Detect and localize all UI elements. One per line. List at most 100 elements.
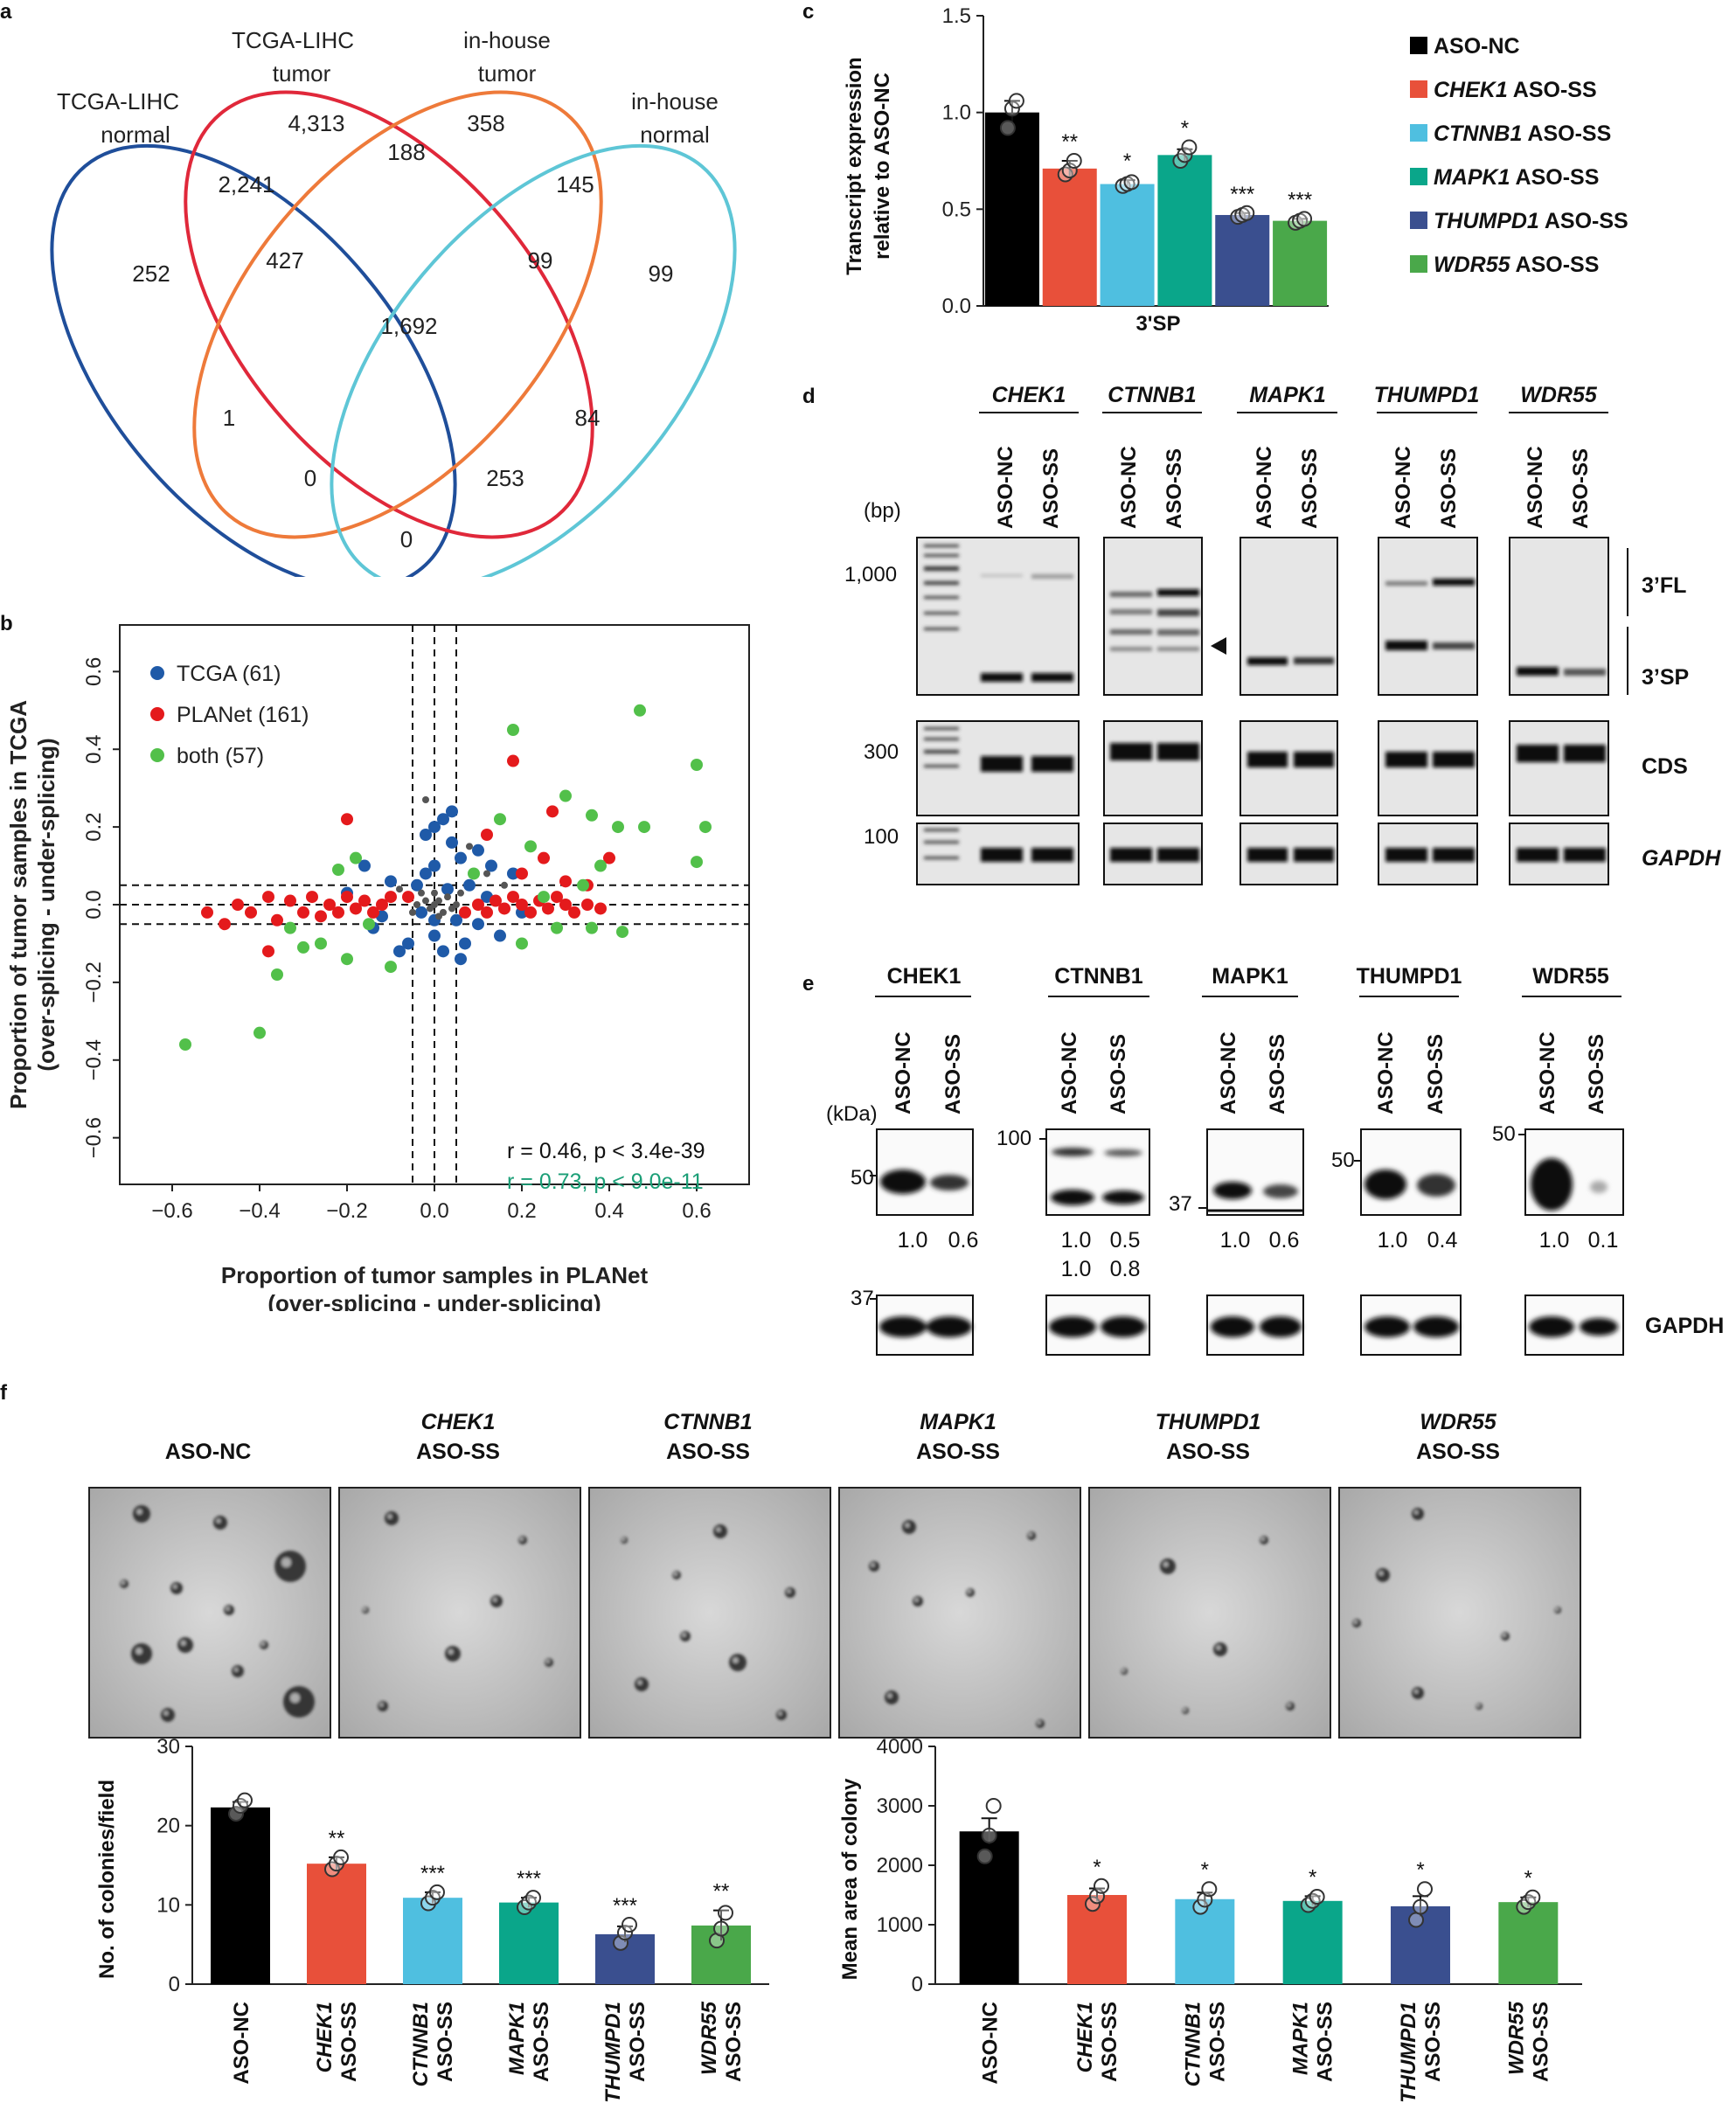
- significance-label: **: [1061, 130, 1078, 154]
- e-gene-mapk1: MAPK1: [1212, 964, 1288, 989]
- significance-label: *: [1416, 1858, 1424, 1882]
- bar: [959, 1831, 1019, 1984]
- colony-highlight: [163, 1711, 169, 1716]
- colony-highlight: [216, 1518, 221, 1524]
- scatter-point-non-significant: [427, 905, 434, 913]
- venn-count: 188: [387, 139, 425, 165]
- significance-label: ***: [420, 1862, 445, 1885]
- x-category-gene: CHEK1: [1073, 2002, 1097, 2072]
- legend-suffix: ASO-SS: [1510, 165, 1600, 190]
- bar: [1215, 214, 1270, 306]
- e-quant: 1.0: [1539, 1228, 1570, 1253]
- f-title-gene: [87, 1407, 329, 1437]
- y-tick-label: 20: [156, 1815, 180, 1838]
- x-category-gene: THUMPD1: [601, 2002, 625, 2103]
- scatter-point-planet: [542, 902, 554, 915]
- x-category-suffix: ASO-SS: [1421, 2002, 1445, 2082]
- colony-highlight: [387, 1514, 392, 1519]
- scatter-point-planet: [284, 894, 296, 907]
- colony-highlight: [1163, 1562, 1169, 1567]
- scatter-point-tcga: [358, 859, 371, 872]
- scatter-point-non-significant: [453, 901, 460, 908]
- colony-highlight: [448, 1649, 454, 1655]
- colony: [776, 1710, 787, 1720]
- scatter-plot: −0.6 −0.4 −0.2 0.0 0.2 0.4 0.6 −0.6 −0.4 −0.2 0.0…: [5, 624, 750, 1311]
- colony: [785, 1587, 795, 1598]
- significance-label: ***: [613, 1894, 637, 1918]
- replicate-point: [1094, 1878, 1109, 1894]
- e-gene-chek1: CHEK1: [887, 964, 962, 989]
- scatter-point-planet: [568, 906, 580, 919]
- colony: [1412, 1508, 1424, 1520]
- micrograph-frame: [1088, 1487, 1331, 1739]
- venn-count: 4,313: [288, 110, 344, 136]
- scatter-point-non-significant: [422, 796, 429, 803]
- significance-label: ***: [517, 1867, 541, 1891]
- bar: [403, 1898, 462, 1984]
- scatter-point-planet: [551, 891, 563, 904]
- venn-count: 252: [132, 260, 170, 287]
- scatter-point-both: [332, 864, 344, 876]
- d-lane-ss: ASO-SS: [1298, 448, 1322, 529]
- scatter-point-tcga: [494, 929, 506, 942]
- d-label-gapdh: GAPDH: [1642, 846, 1721, 871]
- x-category-suffix: ASO-SS: [530, 2002, 553, 2082]
- scatter-point-planet: [367, 906, 379, 919]
- scatter-point-tcga: [385, 875, 397, 888]
- colony: [869, 1561, 879, 1572]
- colony-highlight: [519, 1537, 524, 1541]
- colony: [283, 1686, 315, 1718]
- colony: [902, 1520, 916, 1534]
- x-category-label: ASO-NC: [230, 2002, 253, 2085]
- significance-label: *: [1181, 117, 1189, 141]
- colony-highlight: [1216, 1645, 1221, 1650]
- colony: [729, 1654, 746, 1671]
- panel-label-b: b: [0, 612, 13, 635]
- scatter-point-both: [634, 704, 646, 717]
- y-tick-label: 0.0: [82, 890, 106, 919]
- scatter-point-non-significant: [422, 897, 429, 905]
- d-arrowhead: [1211, 637, 1226, 655]
- colony-highlight: [778, 1711, 782, 1716]
- colony: [490, 1595, 503, 1607]
- colony: [170, 1582, 183, 1594]
- legend-dot-tcga: [150, 666, 164, 680]
- scatter-point-tcga: [485, 859, 497, 872]
- colony-group: [120, 1505, 315, 1722]
- colony-highlight: [1555, 1607, 1559, 1611]
- scatter-point-both: [284, 921, 296, 934]
- colony-highlight: [1378, 1571, 1384, 1576]
- colony: [445, 1646, 461, 1662]
- scatter-point-planet: [350, 902, 362, 915]
- venn-count: 0: [400, 526, 413, 552]
- legend-suffix: ASO-SS: [1522, 121, 1611, 146]
- scatter-point-both: [616, 926, 628, 939]
- x-category-suffix: ASO-SS: [1205, 2002, 1229, 2082]
- legend-label: CTNNB1 ASO-SS: [1434, 121, 1611, 146]
- scatter-point-both: [271, 968, 283, 981]
- significance-label: *: [1093, 1856, 1101, 1879]
- scatter-point-both: [297, 941, 309, 954]
- d-lane-nc: ASO-NC: [1392, 446, 1415, 529]
- replicate-point: [621, 1917, 637, 1933]
- legend-dot-planet: [150, 707, 164, 721]
- x-tick-label: 0.0: [420, 1199, 448, 1223]
- colony-highlight: [887, 1693, 892, 1698]
- bar: [1391, 1905, 1450, 1984]
- d-gel-top-thumpd1: [1378, 537, 1478, 696]
- colony: [885, 1690, 899, 1704]
- e-marker-100: 100: [996, 1127, 1031, 1150]
- colony-highlight: [281, 1558, 291, 1567]
- venn-count: 145: [556, 171, 594, 198]
- colony-highlight: [1287, 1703, 1291, 1707]
- annotation-r-both: r = 0.73, p < 9.0e-11: [507, 1170, 704, 1194]
- venn-label-tcga-normal-1: TCGA-LIHC: [57, 88, 179, 115]
- replicate-point: [1239, 205, 1255, 221]
- scatter-point-tcga: [472, 843, 484, 857]
- colony-highlight: [181, 1641, 186, 1646]
- f-title-line2: ASO-NC: [164, 1440, 252, 1464]
- scatter-point-both: [638, 821, 650, 834]
- scatter-point-tcga: [402, 937, 414, 950]
- colony-highlight: [545, 1659, 550, 1663]
- scatter-point-planet: [481, 906, 493, 919]
